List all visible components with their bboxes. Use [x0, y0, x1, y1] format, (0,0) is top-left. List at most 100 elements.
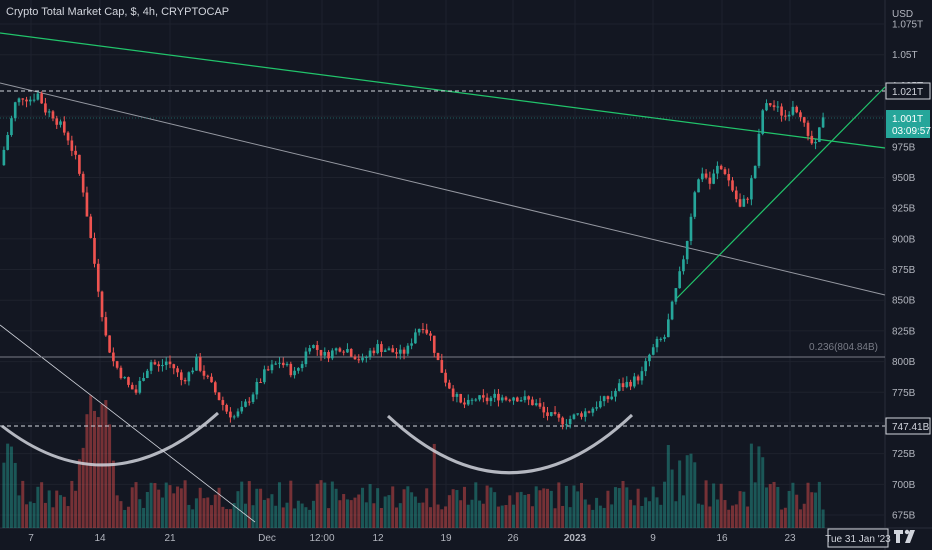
volume-bar [421, 502, 425, 528]
candle-body [36, 93, 40, 100]
candle-body [346, 349, 349, 353]
volume-bar [617, 488, 621, 528]
volume-bar [734, 504, 738, 528]
volume-bar [345, 499, 349, 528]
rounding-bottom-left [1, 411, 220, 467]
candle-body [308, 348, 312, 352]
candle-body [142, 377, 145, 381]
candle-body [697, 179, 700, 193]
candle-body [580, 413, 583, 417]
volume-bar [21, 480, 25, 528]
volume-bar [206, 497, 210, 528]
volume-bar [255, 488, 259, 528]
candle-body [251, 394, 255, 402]
volume-bar [708, 506, 712, 528]
volume-bar [2, 462, 6, 528]
volume-bar [444, 506, 448, 528]
candle-body [651, 347, 655, 355]
candle-body [708, 177, 712, 184]
candle-body [765, 103, 768, 111]
candle-body [523, 396, 527, 401]
volume-bar [579, 482, 584, 528]
volume-bar [198, 487, 202, 528]
volume-bar [364, 502, 368, 528]
volume-bar [428, 507, 432, 528]
volume-bar [776, 486, 780, 528]
volume-bar [92, 410, 97, 528]
candle-body [225, 404, 228, 412]
countdown-text: 03:09:57 [892, 126, 931, 137]
candle-body [561, 417, 564, 425]
volume-bar [357, 494, 361, 528]
volume-bar [625, 487, 629, 528]
candle-body [818, 127, 821, 142]
volume-bar [262, 499, 266, 528]
volume-bar [398, 503, 402, 528]
time-tick-label: Dec [258, 533, 276, 544]
volume-bar [432, 443, 436, 528]
candle-body [13, 102, 17, 119]
candle-body [2, 149, 6, 166]
time-tick-label: 7 [28, 533, 34, 544]
price-tick-label: 1.05T [892, 50, 918, 61]
price-tick-label: 700B [892, 480, 916, 491]
overlay-layer: 0.236(804.84B) [809, 342, 878, 353]
volume-bar [304, 507, 308, 528]
time-tick-label: 12:00 [309, 533, 334, 544]
candle-body [459, 393, 463, 403]
candle-body [621, 383, 625, 388]
candle-body [534, 403, 538, 406]
volume-bar [157, 489, 161, 528]
candle-body [96, 263, 100, 292]
volume-bar [485, 485, 489, 528]
candle-body [202, 370, 206, 376]
volume-bar [138, 499, 142, 528]
volume-bar [757, 446, 761, 528]
candle-body [568, 418, 572, 425]
price-tick-label: 800B [892, 357, 916, 368]
candle-body [421, 328, 425, 330]
candle-body [115, 361, 119, 368]
volume-bar [160, 497, 164, 528]
candle-body [606, 396, 610, 400]
volume-bar [342, 494, 346, 528]
candle-body [119, 367, 123, 379]
candle-body [51, 111, 55, 119]
volume-bar [440, 509, 444, 528]
candle-body [678, 271, 681, 289]
candle-body [734, 190, 738, 200]
volume-bar [183, 480, 187, 528]
price-axis[interactable]: 1.075T1.05T1.025T1T975B950B925B900B875B8… [885, 9, 931, 522]
candle-body [146, 370, 149, 378]
volume-bar [693, 462, 697, 528]
volume-bar [817, 481, 821, 528]
volume-bar [9, 446, 13, 528]
volume-bar [553, 508, 557, 528]
volume-bar [530, 506, 534, 528]
candle-body [78, 154, 81, 174]
volume-bar [296, 500, 300, 528]
volume-bar [764, 487, 768, 528]
candle-body [338, 348, 342, 352]
candle-body [206, 375, 210, 377]
candle-body [172, 364, 176, 369]
candle-body [210, 376, 213, 383]
time-cursor-text: Tue 31 Jan '23 [825, 534, 891, 545]
volume-bar [527, 494, 531, 528]
volume-bar [232, 503, 236, 528]
volume-bar [712, 483, 716, 528]
candle-body [221, 400, 225, 405]
volume-bar [213, 494, 217, 528]
candle-body [255, 381, 259, 395]
candle-body [342, 351, 345, 353]
volume-bar [447, 495, 451, 528]
candle-body [66, 132, 70, 141]
candle-body [236, 411, 240, 417]
lower-level-label: 747.41B [885, 417, 931, 435]
volume-bar [96, 417, 100, 528]
volume-bar [791, 482, 795, 528]
candle-body [557, 413, 561, 418]
time-axis[interactable]: 7 14 21 Dec 12:00 12 19 26 2023 9 16 23 Tue 31 Jan '… [28, 528, 891, 548]
lower-level-label-bg [885, 417, 931, 435]
